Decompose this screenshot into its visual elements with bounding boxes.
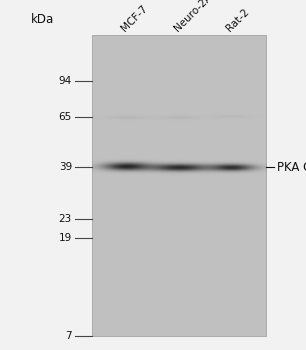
Text: 65: 65 (59, 112, 72, 122)
Text: 7: 7 (65, 331, 72, 341)
Text: kDa: kDa (31, 13, 54, 26)
Text: 39: 39 (59, 162, 72, 172)
Text: 19: 19 (59, 233, 72, 243)
Text: PKA Cα/β: PKA Cα/β (277, 161, 306, 174)
Text: MCF-7: MCF-7 (120, 3, 150, 33)
Text: Rat-2: Rat-2 (224, 7, 251, 33)
Bar (92, 35, 266, 336)
Text: 23: 23 (59, 214, 72, 224)
Text: 94: 94 (59, 76, 72, 86)
Text: Neuro-2A: Neuro-2A (172, 0, 214, 33)
